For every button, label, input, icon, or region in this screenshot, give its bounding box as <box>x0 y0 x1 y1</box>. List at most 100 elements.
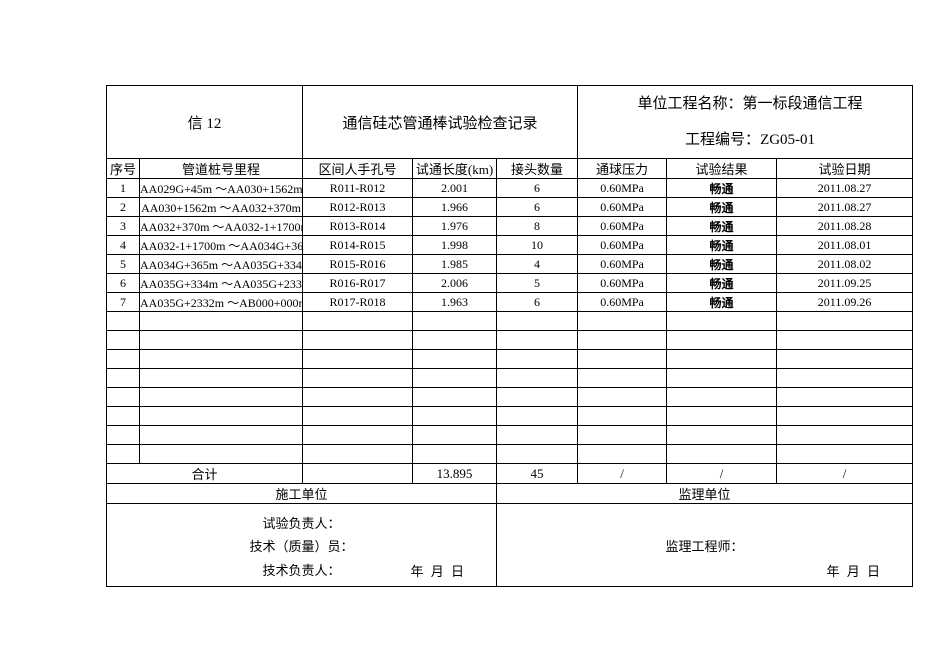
table-row-empty <box>107 388 913 407</box>
cell-result: 畅通 <box>667 179 777 198</box>
totals-press: / <box>578 464 667 484</box>
cell-joint: 4 <box>497 255 578 274</box>
table-row-empty <box>107 407 913 426</box>
totals-date: / <box>777 464 913 484</box>
cell-empty <box>413 369 497 388</box>
title-row: 信 12 通信硅芯管通棒试验检查记录 单位工程名称：第一标段通信工程 工程编号：… <box>107 86 913 159</box>
totals-result: / <box>667 464 777 484</box>
cell-empty <box>578 407 667 426</box>
cell-joint: 6 <box>497 198 578 217</box>
cell-len: 1.998 <box>413 236 497 255</box>
project-name-value: 第一标段通信工程 <box>743 96 863 112</box>
header-date: 试验日期 <box>777 159 913 179</box>
cell-hole: R013-R014 <box>303 217 413 236</box>
cell-empty <box>303 426 413 445</box>
cell-empty <box>578 426 667 445</box>
header-hole: 区间人手孔号 <box>303 159 413 179</box>
cell-empty <box>497 312 578 331</box>
form-code: 信 12 <box>107 86 303 159</box>
cell-empty <box>107 369 140 388</box>
project-no-label: 工程编号： <box>685 132 760 148</box>
cell-len: 1.976 <box>413 217 497 236</box>
cell-empty <box>497 388 578 407</box>
cell-empty <box>107 388 140 407</box>
cell-press: 0.60MPa <box>578 198 667 217</box>
cell-hole: R012-R013 <box>303 198 413 217</box>
cell-empty <box>497 350 578 369</box>
cell-empty <box>107 331 140 350</box>
cell-pipe: AA035G+2332m ～AB000+000m <box>140 293 303 312</box>
supervision-sign-cell: 监理工程师： 年 月 日 <box>497 504 913 587</box>
unit-header-row: 施工单位 监理单位 <box>107 484 913 504</box>
cell-pipe: AA034G+365m ～AA035G+334m <box>140 255 303 274</box>
cell-joint: 6 <box>497 293 578 312</box>
construction-unit-header: 施工单位 <box>107 484 497 504</box>
cell-empty <box>140 312 303 331</box>
cell-seq: 4 <box>107 236 140 255</box>
form-title: 通信硅芯管通棒试验检查记录 <box>303 86 578 159</box>
cell-empty <box>777 407 913 426</box>
cell-pipe: AA032-1+1700m ～AA034G+365m <box>140 236 303 255</box>
cell-empty <box>107 426 140 445</box>
cell-empty <box>578 388 667 407</box>
cell-empty <box>777 445 913 464</box>
cell-empty <box>667 407 777 426</box>
cell-joint: 5 <box>497 274 578 293</box>
cell-empty <box>667 350 777 369</box>
cell-empty <box>140 331 303 350</box>
cell-empty <box>578 312 667 331</box>
cell-empty <box>497 426 578 445</box>
cell-empty <box>413 445 497 464</box>
header-seq: 序号 <box>107 159 140 179</box>
construction-sign-cell: 试验负责人： 技术（质量）员： 技术负责人： 年 月 日 <box>107 504 497 587</box>
table-row-empty <box>107 445 913 464</box>
cell-hole: R014-R015 <box>303 236 413 255</box>
cell-press: 0.60MPa <box>578 274 667 293</box>
cell-date: 2011.08.02 <box>777 255 913 274</box>
table-row-empty <box>107 331 913 350</box>
cell-press: 0.60MPa <box>578 255 667 274</box>
cell-empty <box>413 350 497 369</box>
cell-empty <box>107 445 140 464</box>
cell-empty <box>497 369 578 388</box>
cell-empty <box>303 331 413 350</box>
cell-date: 2011.08.27 <box>777 179 913 198</box>
cell-date: 2011.08.27 <box>777 198 913 217</box>
totals-joint: 45 <box>497 464 578 484</box>
cell-joint: 8 <box>497 217 578 236</box>
cell-empty <box>777 388 913 407</box>
cell-empty <box>667 426 777 445</box>
cell-hole: R011-R012 <box>303 179 413 198</box>
cell-empty <box>140 388 303 407</box>
cell-hole: R017-R018 <box>303 293 413 312</box>
cell-len: 1.985 <box>413 255 497 274</box>
const-date-line: 年 月 日 <box>411 561 467 580</box>
header-len: 试通长度(km) <box>413 159 497 179</box>
cell-seq: 1 <box>107 179 140 198</box>
cell-empty <box>578 331 667 350</box>
cell-empty <box>140 426 303 445</box>
cell-seq: 7 <box>107 293 140 312</box>
totals-label: 合计 <box>107 464 303 484</box>
const-sign-line2: 技术（质量）员： <box>119 535 484 558</box>
cell-empty <box>578 445 667 464</box>
cell-len: 1.963 <box>413 293 497 312</box>
cell-empty <box>303 312 413 331</box>
header-joint: 接头数量 <box>497 159 578 179</box>
cell-press: 0.60MPa <box>578 179 667 198</box>
cell-press: 0.60MPa <box>578 236 667 255</box>
column-header-row: 序号 管道桩号里程 区间人手孔号 试通长度(km) 接头数量 通球压力 试验结果… <box>107 159 913 179</box>
cell-empty <box>667 388 777 407</box>
signature-row: 试验负责人： 技术（质量）员： 技术负责人： 年 月 日 监理工程师： 年 月 … <box>107 504 913 587</box>
cell-empty <box>107 407 140 426</box>
cell-result: 畅通 <box>667 236 777 255</box>
cell-empty <box>497 331 578 350</box>
table-row: 5AA034G+365m ～AA035G+334mR015-R0161.9854… <box>107 255 913 274</box>
cell-empty <box>667 312 777 331</box>
supervision-unit-header: 监理单位 <box>497 484 913 504</box>
cell-pipe: AA030+1562m ～AA032+370m <box>140 198 303 217</box>
project-info-cell: 单位工程名称：第一标段通信工程 工程编号：ZG05-01 <box>578 86 913 159</box>
cell-empty <box>140 445 303 464</box>
cell-empty <box>777 331 913 350</box>
cell-empty <box>777 369 913 388</box>
